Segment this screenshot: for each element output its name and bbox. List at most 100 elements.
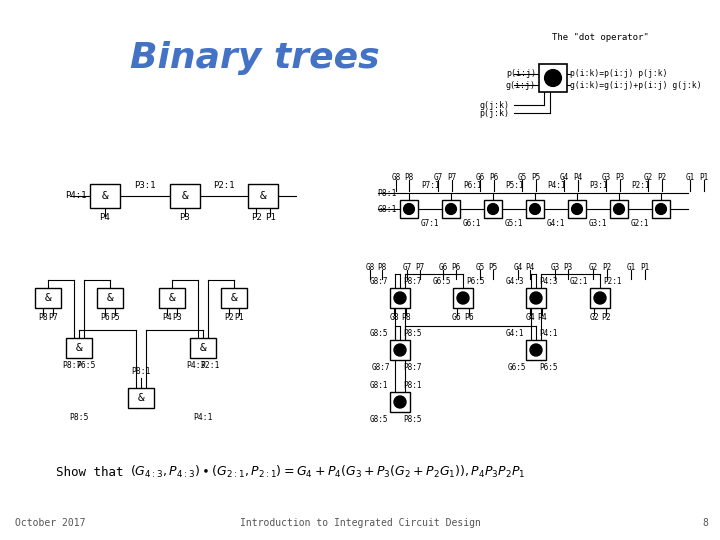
- Text: G8: G8: [365, 264, 374, 273]
- Text: &: &: [76, 343, 82, 353]
- Text: G2:1: G2:1: [570, 276, 588, 286]
- FancyBboxPatch shape: [484, 200, 502, 218]
- Circle shape: [446, 204, 456, 214]
- Text: P4: P4: [526, 264, 535, 273]
- Text: G6:5: G6:5: [508, 362, 526, 372]
- Circle shape: [394, 292, 406, 304]
- Text: P6: P6: [490, 173, 499, 183]
- Circle shape: [404, 204, 415, 214]
- Text: &: &: [168, 293, 176, 303]
- Circle shape: [544, 70, 562, 86]
- Text: G6: G6: [475, 173, 485, 183]
- Text: &: &: [199, 343, 207, 353]
- Text: P5: P5: [531, 173, 541, 183]
- Text: October 2017: October 2017: [15, 518, 86, 528]
- Text: G8:1: G8:1: [369, 381, 388, 389]
- FancyBboxPatch shape: [190, 338, 216, 358]
- Text: P3:1: P3:1: [589, 181, 607, 191]
- Text: P7:1: P7:1: [420, 181, 439, 191]
- Text: P4: P4: [162, 313, 172, 321]
- Text: The "dot operator": The "dot operator": [552, 33, 649, 43]
- Circle shape: [487, 204, 498, 214]
- Text: &: &: [45, 293, 51, 303]
- Text: P8:7: P8:7: [403, 276, 421, 286]
- Text: G4: G4: [525, 313, 535, 321]
- Circle shape: [594, 292, 606, 304]
- Circle shape: [613, 204, 624, 214]
- Text: $(G_{4:3}, P_{4:3}) \bullet (G_{2:1}, P_{2:1}) = G_4 + P_4\left(G_3 + P_3\left(G: $(G_{4:3}, P_{4:3}) \bullet (G_{2:1}, P_…: [130, 464, 526, 480]
- Text: P8: P8: [38, 313, 48, 321]
- Text: G8:5: G8:5: [369, 328, 388, 338]
- Text: G6: G6: [438, 264, 448, 273]
- Text: G5:1: G5:1: [505, 219, 523, 227]
- Text: P8:5: P8:5: [403, 415, 421, 423]
- Text: P4:1: P4:1: [546, 181, 565, 191]
- Text: G3:1: G3:1: [589, 219, 607, 227]
- Text: G8:5: G8:5: [369, 415, 388, 423]
- Text: P3: P3: [179, 213, 190, 222]
- Circle shape: [457, 292, 469, 304]
- FancyBboxPatch shape: [159, 288, 185, 308]
- FancyBboxPatch shape: [610, 200, 628, 218]
- Circle shape: [394, 344, 406, 356]
- FancyBboxPatch shape: [568, 200, 586, 218]
- Text: P7: P7: [48, 313, 58, 321]
- Text: g(i:k)=g(i:j)+p(i:j) g(j:k): g(i:k)=g(i:j)+p(i:j) g(j:k): [570, 80, 701, 90]
- Text: P2: P2: [657, 173, 667, 183]
- Text: g(j:k): g(j:k): [479, 100, 509, 110]
- Text: G4:1: G4:1: [546, 219, 565, 227]
- FancyBboxPatch shape: [526, 200, 544, 218]
- Text: 8: 8: [702, 518, 708, 528]
- Circle shape: [656, 204, 667, 214]
- Text: G6:1: G6:1: [463, 219, 481, 227]
- Text: P4: P4: [573, 173, 582, 183]
- Text: G4: G4: [559, 173, 569, 183]
- FancyBboxPatch shape: [590, 288, 610, 308]
- Text: P8:1: P8:1: [131, 367, 150, 375]
- Text: P3:1: P3:1: [134, 180, 156, 190]
- Text: G2: G2: [589, 313, 599, 321]
- FancyBboxPatch shape: [97, 288, 123, 308]
- Text: &: &: [107, 293, 113, 303]
- Text: G5: G5: [518, 173, 526, 183]
- Text: G3: G3: [550, 264, 559, 273]
- Text: G8: G8: [392, 173, 400, 183]
- Text: G4: G4: [513, 264, 523, 273]
- Text: G7:1: G7:1: [420, 219, 439, 227]
- FancyBboxPatch shape: [400, 200, 418, 218]
- Text: P6: P6: [451, 264, 461, 273]
- Text: G3: G3: [601, 173, 611, 183]
- Text: P5: P5: [110, 313, 120, 321]
- Text: P1: P1: [640, 264, 649, 273]
- Text: G4:3: G4:3: [505, 276, 524, 286]
- FancyBboxPatch shape: [90, 184, 120, 208]
- Text: G4:1: G4:1: [505, 328, 524, 338]
- Text: P8:5: P8:5: [403, 328, 421, 338]
- Text: p(i:k)=p(i:j) p(j:k): p(i:k)=p(i:j) p(j:k): [570, 70, 667, 78]
- Text: G6: G6: [452, 313, 462, 321]
- Text: P6:5: P6:5: [539, 362, 557, 372]
- Text: P4: P4: [537, 313, 547, 321]
- Text: P8: P8: [377, 264, 387, 273]
- Text: P8:7: P8:7: [403, 362, 421, 372]
- Text: P6:5: P6:5: [466, 276, 485, 286]
- Text: g(i:j): g(i:j): [506, 80, 536, 90]
- Text: Show that: Show that: [56, 465, 124, 478]
- FancyBboxPatch shape: [35, 288, 61, 308]
- Text: G2:1: G2:1: [631, 219, 649, 227]
- Text: P5: P5: [488, 264, 498, 273]
- FancyBboxPatch shape: [221, 288, 247, 308]
- Text: P2:1: P2:1: [213, 180, 235, 190]
- Text: P2:1: P2:1: [603, 276, 621, 286]
- Text: P8: P8: [405, 173, 413, 183]
- Text: P1: P1: [265, 213, 275, 222]
- Text: Binary trees: Binary trees: [130, 41, 380, 75]
- Circle shape: [530, 292, 542, 304]
- Text: &: &: [230, 293, 238, 303]
- FancyBboxPatch shape: [390, 288, 410, 308]
- Text: P6:1: P6:1: [463, 181, 481, 191]
- Text: P2: P2: [601, 313, 611, 321]
- Text: G7: G7: [402, 264, 412, 273]
- Text: P2: P2: [224, 313, 234, 321]
- Text: Introduction to Integrated Circuit Design: Introduction to Integrated Circuit Desig…: [240, 518, 480, 528]
